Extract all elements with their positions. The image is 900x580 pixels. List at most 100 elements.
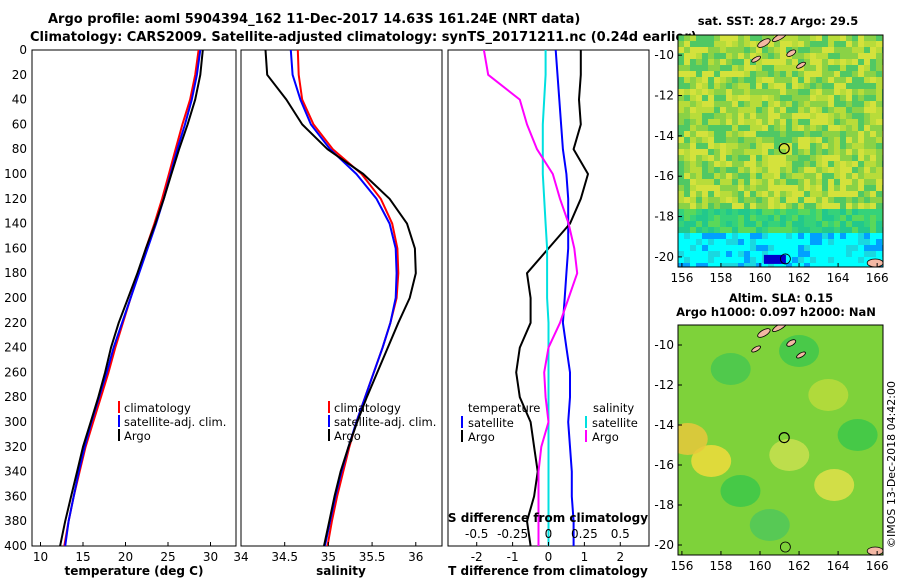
difference-x-label: T difference from climatology	[448, 564, 648, 578]
x-tick-label: 0	[545, 550, 553, 564]
map-cell	[786, 113, 792, 119]
series-line-argo	[264, 50, 417, 546]
map-cell	[816, 167, 822, 173]
map-cell	[750, 125, 756, 131]
map-cell	[828, 161, 834, 167]
map-cell	[690, 215, 696, 221]
map-cell	[852, 197, 858, 203]
map-cell	[870, 41, 876, 47]
map-cell	[774, 239, 780, 245]
map-cell	[798, 113, 804, 119]
map-cell	[744, 209, 750, 215]
map-cell	[714, 161, 720, 167]
map-cell	[756, 239, 762, 245]
map-cell	[780, 125, 786, 131]
map-cell	[840, 233, 846, 239]
map-cell	[744, 167, 750, 173]
map-cell	[726, 143, 732, 149]
map-cell	[816, 263, 822, 267]
map-cell	[810, 143, 816, 149]
map-cell	[810, 239, 816, 245]
map-cell	[828, 143, 834, 149]
map-cell	[816, 149, 822, 155]
map-cell	[810, 125, 816, 131]
map-cell	[714, 203, 720, 209]
map-y-tick-label: -10	[654, 338, 674, 352]
map-cell	[834, 65, 840, 71]
sla-map-panel: Altim. SLA: 0.15 Argo h1000: 0.097 h2000…	[654, 291, 888, 573]
map-cell	[780, 131, 786, 137]
map-cell	[780, 89, 786, 95]
map-cell	[870, 35, 876, 41]
map-cell	[792, 137, 798, 143]
map-cell	[774, 179, 780, 185]
map-cell	[714, 47, 720, 53]
top-x-tick-label: 0.5	[611, 527, 630, 541]
map-cell	[756, 233, 762, 239]
map-cell	[792, 227, 798, 233]
map-cell	[708, 173, 714, 179]
map-cell	[696, 149, 702, 155]
map-cell	[840, 239, 846, 245]
map-cell	[714, 107, 720, 113]
map-cell	[810, 215, 816, 221]
map-cell	[690, 185, 696, 191]
map-cell	[714, 197, 720, 203]
map-cell	[738, 191, 744, 197]
map-cell	[876, 203, 882, 209]
map-cell	[720, 137, 726, 143]
map-cell	[834, 221, 840, 227]
map-cell	[774, 149, 780, 155]
map-cell	[822, 89, 828, 95]
map-island	[796, 351, 806, 359]
map-cell	[714, 245, 720, 251]
map-cell	[732, 119, 738, 125]
map-cell	[780, 251, 786, 257]
map-cell	[808, 379, 849, 411]
salinity-legend: climatology satellite-adj. clim. Argo	[328, 401, 436, 443]
map-cell	[870, 101, 876, 107]
map-cell	[750, 161, 756, 167]
map-cell	[702, 89, 708, 95]
legend-label-sal-argo: Argo	[592, 430, 619, 444]
map-cell	[780, 209, 786, 215]
map-cell	[678, 131, 684, 137]
depth-tick-label: 80	[12, 142, 27, 156]
map-cell	[858, 215, 864, 221]
map-cell	[798, 233, 804, 239]
series-line-temperature-satellite	[554, 50, 575, 546]
map-cell	[720, 89, 726, 95]
depth-tick-label: 60	[12, 117, 27, 131]
map-cell	[738, 101, 744, 107]
map-cell	[774, 167, 780, 173]
map-cell	[684, 155, 690, 161]
map-cell	[846, 227, 852, 233]
map-cell	[762, 173, 768, 179]
map-cell	[684, 227, 690, 233]
map-cell	[738, 107, 744, 113]
map-cell	[840, 149, 846, 155]
map-cell	[750, 65, 756, 71]
map-cell	[768, 227, 774, 233]
map-x-tick-label: 158	[709, 271, 732, 285]
map-cell	[864, 95, 870, 101]
map-cell	[702, 77, 708, 83]
map-cell	[768, 239, 774, 245]
map-cell	[762, 71, 768, 77]
map-cell	[846, 215, 852, 221]
map-cell	[726, 107, 732, 113]
map-cell	[768, 221, 774, 227]
map-cell	[732, 89, 738, 95]
map-cell	[798, 203, 804, 209]
map-cell	[708, 95, 714, 101]
map-cell	[804, 71, 810, 77]
map-cell	[714, 209, 720, 215]
map-cell	[822, 113, 828, 119]
map-cell	[720, 239, 726, 245]
map-cell	[726, 47, 732, 53]
map-cell	[810, 89, 816, 95]
map-cell	[792, 209, 798, 215]
map-cell	[858, 101, 864, 107]
map-x-tick-label: 166	[866, 559, 889, 573]
x-tick-label: 30	[203, 550, 218, 564]
